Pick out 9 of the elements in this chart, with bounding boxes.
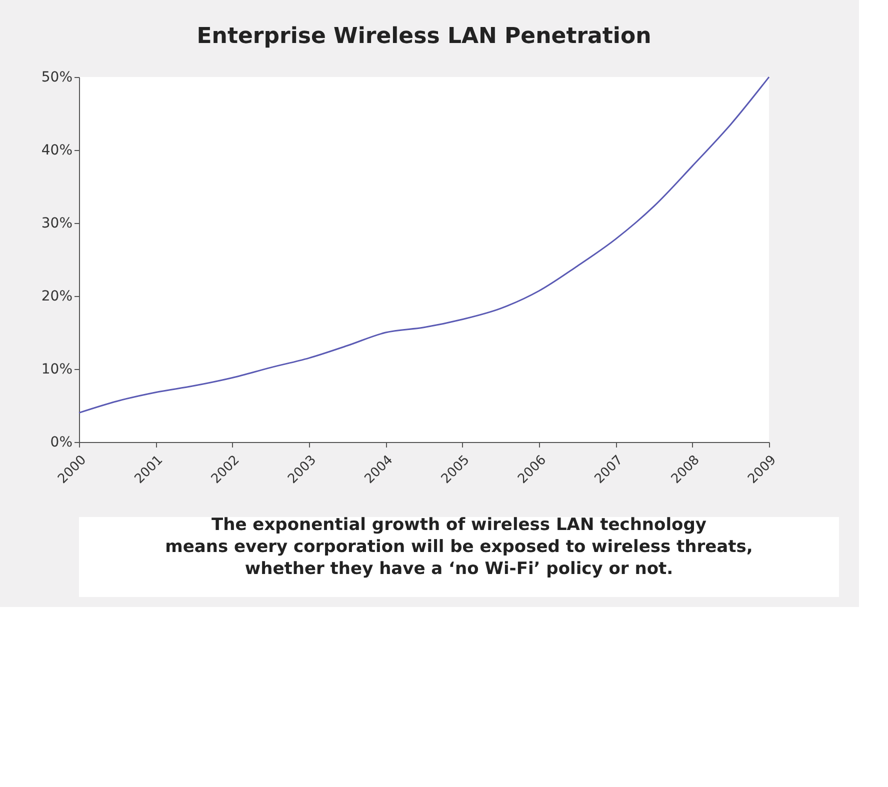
line-series <box>78 76 770 414</box>
y-tick-label: 30% <box>41 216 72 232</box>
y-tick-label: 40% <box>41 142 72 158</box>
y-tick-label: 10% <box>41 362 72 378</box>
y-tick-label: 0% <box>50 434 72 450</box>
chart-title: Enterprise Wireless LAN Penetration <box>196 24 652 49</box>
text: The exponential growth of wireless LAN technology means every corporation will be exposed to wireless threats, whether they have a ‘no Wi-Fi’ policy or not. <box>165 515 753 579</box>
y-tick-label: 50% <box>41 70 72 86</box>
y-tick-label: 20% <box>41 288 72 304</box>
